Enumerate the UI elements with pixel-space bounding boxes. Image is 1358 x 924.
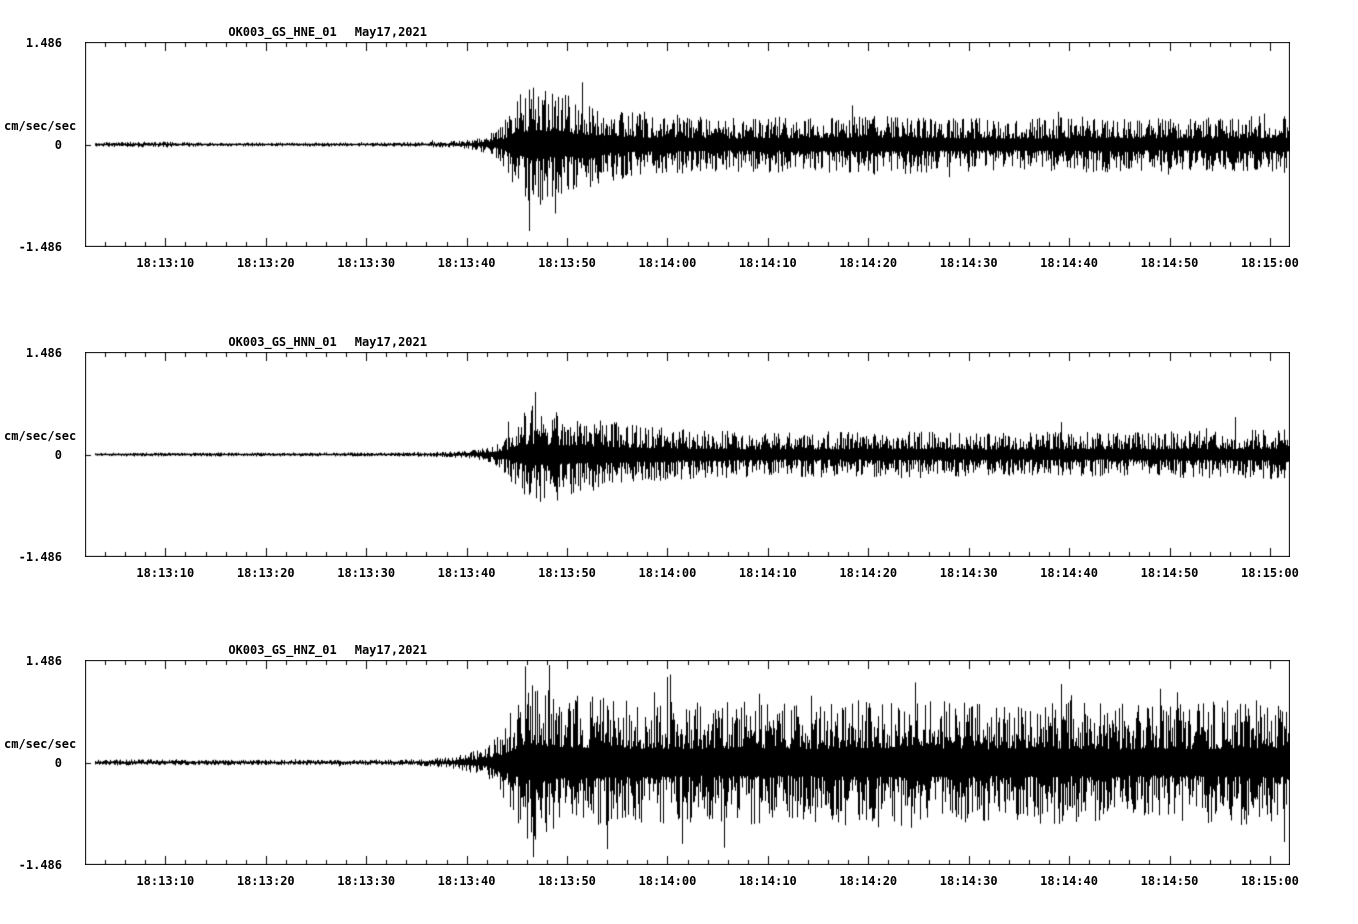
x-tick-label: 18:14:20: [839, 566, 898, 580]
x-tick-label: 18:13:50: [538, 256, 596, 270]
y-units-label: cm/sec/sec: [4, 119, 77, 133]
panel-title: OK003_GS_HNZ_01 May17,2021: [185, 629, 427, 671]
y-max-label: 1.486: [25, 654, 62, 668]
x-tick-label: 18:14:30: [939, 256, 998, 270]
x-tick-label: 18:13:50: [538, 566, 596, 580]
x-tick-label: 18:13:30: [337, 256, 396, 270]
y-min-label: -1.486: [18, 240, 62, 254]
x-axis-labels: 18:13:10 18:13:20 18:13:30 18:13:40 18:13:50…: [85, 874, 1298, 890]
x-axis-labels: 18:13:10 18:13:20 18:13:30 18:13:40 18:13:50…: [85, 256, 1298, 272]
x-tick-label: 18:13:30: [337, 874, 396, 888]
station-label: OK003_GS_HNZ_01: [228, 643, 337, 657]
x-tick-label: 18:14:00: [638, 256, 697, 270]
panel-title: OK003_GS_HNE_01 May17,2021: [185, 11, 427, 53]
x-tick-label: 18:13:10: [136, 566, 195, 580]
y-min-label: -1.486: [18, 550, 62, 564]
y-zero-label: 0: [54, 448, 62, 462]
y-max-label: 1.486: [25, 346, 62, 360]
seismogram-panel-hnz: OK003_GS_HNZ_01 May17,2021 1.486 cm/sec/s…: [0, 618, 1358, 918]
x-tick-label: 18:13:40: [437, 874, 496, 888]
waveform-plot-hne: [85, 42, 1290, 247]
date-label: May17,2021: [354, 335, 427, 349]
panel-title: OK003_GS_HNN_01 May17,2021: [185, 321, 427, 363]
y-zero-label: 0: [54, 756, 62, 770]
x-tick-label: 18:14:50: [1140, 874, 1199, 888]
x-tick-label: 18:13:40: [437, 566, 496, 580]
x-tick-label: 18:14:30: [939, 566, 998, 580]
waveform-plot-hnz: [85, 660, 1290, 865]
x-tick-label: 18:14:50: [1140, 566, 1199, 580]
y-units-label: cm/sec/sec: [4, 737, 77, 751]
x-tick-label: 18:14:10: [738, 256, 797, 270]
x-tick-label: 18:14:40: [1040, 256, 1098, 270]
x-tick-label: 18:15:00: [1241, 874, 1299, 888]
x-tick-label: 18:15:00: [1241, 256, 1299, 270]
x-tick-label: 18:14:10: [738, 566, 797, 580]
x-tick-label: 18:13:20: [236, 874, 295, 888]
x-tick-label: 18:14:50: [1140, 256, 1199, 270]
x-tick-label: 18:14:20: [839, 256, 898, 270]
waveform-plot-hnn: [85, 352, 1290, 557]
y-min-label: -1.486: [18, 858, 62, 872]
x-axis-labels: 18:13:10 18:13:20 18:13:30 18:13:40 18:13:50…: [85, 566, 1298, 582]
seismogram-panel-hnn: OK003_GS_HNN_01 May17,2021 1.486 cm/sec/s…: [0, 310, 1358, 610]
x-tick-label: 18:14:00: [638, 566, 697, 580]
station-label: OK003_GS_HNE_01: [228, 25, 337, 39]
x-tick-label: 18:13:20: [236, 256, 295, 270]
x-tick-label: 18:14:40: [1040, 874, 1098, 888]
x-tick-label: 18:14:00: [638, 874, 697, 888]
date-label: May17,2021: [354, 643, 427, 657]
x-tick-label: 18:15:00: [1241, 566, 1299, 580]
x-tick-label: 18:13:10: [136, 256, 195, 270]
y-max-label: 1.486: [25, 36, 62, 50]
y-units-label: cm/sec/sec: [4, 429, 77, 443]
y-zero-label: 0: [54, 138, 62, 152]
date-label: May17,2021: [354, 25, 427, 39]
x-tick-label: 18:14:30: [939, 874, 998, 888]
seismogram-panel-hne: OK003_GS_HNE_01 May17,2021 1.486 cm/sec/s…: [0, 0, 1358, 300]
x-tick-label: 18:14:20: [839, 874, 898, 888]
station-label: OK003_GS_HNN_01: [228, 335, 337, 349]
x-tick-label: 18:14:40: [1040, 566, 1098, 580]
x-tick-label: 18:13:20: [236, 566, 295, 580]
x-tick-label: 18:13:30: [337, 566, 396, 580]
x-tick-label: 18:14:10: [738, 874, 797, 888]
x-tick-label: 18:13:10: [136, 874, 195, 888]
x-tick-label: 18:13:50: [538, 874, 596, 888]
x-tick-label: 18:13:40: [437, 256, 496, 270]
